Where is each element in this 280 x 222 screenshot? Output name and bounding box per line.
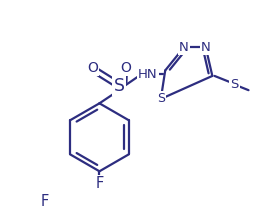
Text: F: F	[41, 194, 49, 210]
Text: O: O	[87, 61, 98, 75]
Text: HN: HN	[138, 68, 157, 81]
Text: N: N	[201, 41, 211, 54]
Text: O: O	[120, 61, 131, 75]
Text: F: F	[95, 176, 104, 191]
Text: S: S	[230, 78, 239, 91]
Text: S: S	[157, 92, 165, 105]
Text: S: S	[114, 77, 125, 95]
Text: N: N	[179, 41, 189, 54]
